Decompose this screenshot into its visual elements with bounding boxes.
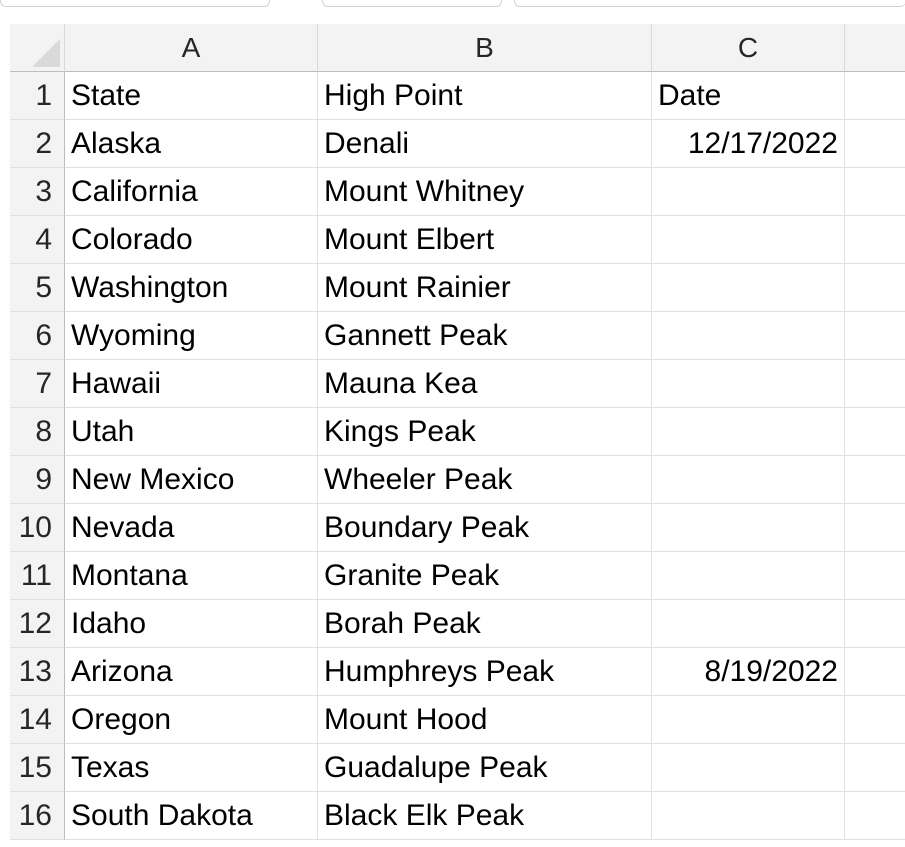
cell-empty[interactable] [845, 312, 905, 360]
cell-date[interactable] [652, 216, 845, 264]
cell-state[interactable]: Washington [65, 264, 318, 312]
cell-high-point[interactable]: Humphreys Peak [318, 648, 652, 696]
cell-empty[interactable] [845, 408, 905, 456]
cell-empty[interactable] [845, 216, 905, 264]
cell-empty[interactable] [845, 744, 905, 792]
cell-state[interactable]: Idaho [65, 600, 318, 648]
cell-state[interactable]: Montana [65, 552, 318, 600]
cell-date[interactable] [652, 504, 845, 552]
row-header[interactable]: 7 [10, 360, 65, 408]
cell-state[interactable]: Wyoming [65, 312, 318, 360]
cell-high-point[interactable]: Mauna Kea [318, 360, 652, 408]
select-all-button[interactable] [10, 24, 65, 72]
cell-state[interactable]: Colorado [65, 216, 318, 264]
cell-state[interactable]: Alaska [65, 120, 318, 168]
column-header-label: C [737, 31, 759, 63]
cell-empty[interactable] [845, 504, 905, 552]
cell-date[interactable] [652, 456, 845, 504]
cell-date[interactable] [652, 168, 845, 216]
cell-date[interactable] [652, 744, 845, 792]
cell-high-point[interactable]: High Point [318, 72, 652, 120]
cell-empty[interactable] [845, 264, 905, 312]
cell-state[interactable]: South Dakota [65, 792, 318, 840]
row-header[interactable]: 8 [10, 408, 65, 456]
column-header-d[interactable] [845, 24, 905, 72]
cell-empty[interactable] [845, 600, 905, 648]
row-header[interactable]: 12 [10, 600, 65, 648]
column-header-b[interactable]: B [318, 24, 652, 72]
cell-state[interactable]: Arizona [65, 648, 318, 696]
toolbar-tab[interactable] [0, 0, 270, 7]
cell-empty[interactable] [845, 552, 905, 600]
cell-date[interactable]: 8/19/2022 [652, 648, 845, 696]
row-header[interactable]: 10 [10, 504, 65, 552]
cell-state[interactable]: Oregon [65, 696, 318, 744]
row-header[interactable]: 11 [10, 552, 65, 600]
cell-high-point[interactable]: Mount Rainier [318, 264, 652, 312]
column-header-label: B [475, 31, 494, 63]
cell-high-point[interactable]: Borah Peak [318, 600, 652, 648]
formula-bar-edge [0, 0, 905, 24]
cell-high-point[interactable]: Mount Whitney [318, 168, 652, 216]
row-header[interactable]: 9 [10, 456, 65, 504]
cell-date[interactable] [652, 600, 845, 648]
cell-state[interactable]: Nevada [65, 504, 318, 552]
cell-high-point[interactable]: Gannett Peak [318, 312, 652, 360]
cell-empty[interactable] [845, 792, 905, 840]
row-header[interactable]: 14 [10, 696, 65, 744]
cell-high-point[interactable]: Granite Peak [318, 552, 652, 600]
cell-empty[interactable] [845, 360, 905, 408]
cell-date[interactable] [652, 312, 845, 360]
cell-empty[interactable] [845, 72, 905, 120]
column-header-label: A [181, 31, 201, 63]
cell-state[interactable]: Texas [65, 744, 318, 792]
row-header[interactable]: 3 [10, 168, 65, 216]
cell-date[interactable] [652, 360, 845, 408]
row-header[interactable]: 1 [10, 72, 65, 120]
cell-empty[interactable] [845, 168, 905, 216]
cell-high-point[interactable]: Mount Elbert [318, 216, 652, 264]
cell-high-point[interactable]: Wheeler Peak [318, 456, 652, 504]
cell-high-point[interactable]: Denali [318, 120, 652, 168]
row-header[interactable]: 16 [10, 792, 65, 840]
cell-empty[interactable] [845, 648, 905, 696]
cell-date[interactable] [652, 552, 845, 600]
row-header[interactable]: 5 [10, 264, 65, 312]
row-header[interactable]: 4 [10, 216, 65, 264]
cell-state[interactable]: Utah [65, 408, 318, 456]
row-header[interactable]: 13 [10, 648, 65, 696]
cell-date[interactable] [652, 792, 845, 840]
row-header[interactable]: 6 [10, 312, 65, 360]
cell-empty[interactable] [845, 456, 905, 504]
toolbar-tab[interactable] [514, 0, 905, 7]
cell-high-point[interactable]: Boundary Peak [318, 504, 652, 552]
row-header[interactable]: 15 [10, 744, 65, 792]
sheet-margin [0, 24, 10, 847]
cell-state[interactable]: State [65, 72, 318, 120]
select-all-triangle-icon [32, 39, 60, 67]
cell-date[interactable] [652, 696, 845, 744]
cell-date[interactable] [652, 408, 845, 456]
cell-empty[interactable] [845, 696, 905, 744]
cell-high-point[interactable]: Kings Peak [318, 408, 652, 456]
cell-date[interactable] [652, 264, 845, 312]
column-header-a[interactable]: A [65, 24, 318, 72]
cell-high-point[interactable]: Mount Hood [318, 696, 652, 744]
cell-state[interactable]: New Mexico [65, 456, 318, 504]
row-header[interactable]: 2 [10, 120, 65, 168]
column-header-c[interactable]: C [652, 24, 845, 72]
toolbar-tab[interactable] [322, 0, 502, 7]
cell-high-point[interactable]: Black Elk Peak [318, 792, 652, 840]
cell-date[interactable]: Date [652, 72, 845, 120]
cell-state[interactable]: Hawaii [65, 360, 318, 408]
cell-high-point[interactable]: Guadalupe Peak [318, 744, 652, 792]
cell-empty[interactable] [845, 120, 905, 168]
cell-date[interactable]: 12/17/2022 [652, 120, 845, 168]
cell-state[interactable]: California [65, 168, 318, 216]
